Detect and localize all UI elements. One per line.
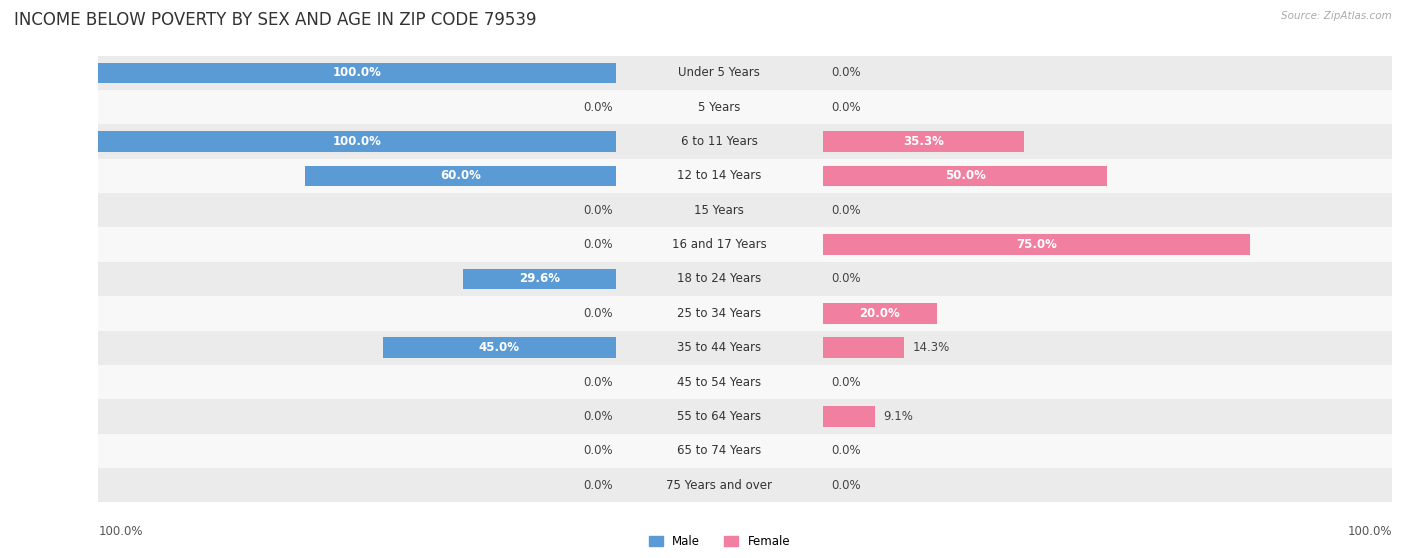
Text: 75 Years and over: 75 Years and over [666, 479, 772, 492]
Text: 0.0%: 0.0% [583, 238, 613, 251]
Bar [616, 434, 823, 468]
Bar [823, 330, 1392, 365]
Text: Under 5 Years: Under 5 Years [678, 66, 761, 79]
Text: 100.0%: 100.0% [98, 525, 143, 537]
Bar [98, 124, 616, 159]
Bar [823, 406, 875, 427]
Bar [98, 228, 616, 262]
Bar [823, 234, 1250, 255]
Text: 35.3%: 35.3% [903, 135, 943, 148]
Text: 100.0%: 100.0% [333, 66, 381, 79]
Bar [98, 131, 616, 152]
Text: 5 Years: 5 Years [699, 101, 741, 114]
Text: 60.0%: 60.0% [440, 170, 481, 182]
Text: 0.0%: 0.0% [583, 376, 613, 388]
Text: 6 to 11 Years: 6 to 11 Years [681, 135, 758, 148]
Bar [98, 365, 616, 399]
Bar [823, 303, 936, 324]
Text: 0.0%: 0.0% [583, 444, 613, 457]
Bar [823, 296, 1392, 330]
Text: 0.0%: 0.0% [831, 204, 860, 217]
Bar [823, 228, 1392, 262]
Bar [823, 338, 904, 358]
Text: 100.0%: 100.0% [333, 135, 381, 148]
Text: 25 to 34 Years: 25 to 34 Years [678, 307, 762, 320]
Text: 0.0%: 0.0% [583, 410, 613, 423]
Text: 55 to 64 Years: 55 to 64 Years [678, 410, 762, 423]
Bar [98, 262, 616, 296]
Text: 0.0%: 0.0% [583, 204, 613, 217]
Bar [823, 90, 1392, 124]
Bar [823, 193, 1392, 228]
Text: 45 to 54 Years: 45 to 54 Years [678, 376, 762, 388]
Bar [616, 124, 823, 159]
Bar [823, 468, 1392, 502]
Bar [823, 159, 1392, 193]
Bar [616, 330, 823, 365]
Bar [616, 365, 823, 399]
Bar [823, 399, 1392, 434]
Bar [616, 228, 823, 262]
Bar [616, 296, 823, 330]
Text: 20.0%: 20.0% [859, 307, 900, 320]
Bar [98, 468, 616, 502]
Bar [98, 159, 616, 193]
Text: INCOME BELOW POVERTY BY SEX AND AGE IN ZIP CODE 79539: INCOME BELOW POVERTY BY SEX AND AGE IN Z… [14, 11, 537, 29]
Text: 0.0%: 0.0% [831, 66, 860, 79]
Bar [463, 269, 616, 289]
Text: 65 to 74 Years: 65 to 74 Years [678, 444, 762, 457]
Bar [98, 296, 616, 330]
Bar [616, 262, 823, 296]
Bar [616, 56, 823, 90]
Text: 16 and 17 Years: 16 and 17 Years [672, 238, 766, 251]
Bar [616, 159, 823, 193]
Bar [616, 90, 823, 124]
Text: 9.1%: 9.1% [883, 410, 912, 423]
Text: 0.0%: 0.0% [831, 444, 860, 457]
Text: 0.0%: 0.0% [831, 376, 860, 388]
Text: 18 to 24 Years: 18 to 24 Years [678, 272, 762, 286]
Bar [305, 166, 616, 186]
Text: 0.0%: 0.0% [583, 307, 613, 320]
Bar [98, 399, 616, 434]
Text: 0.0%: 0.0% [583, 479, 613, 492]
Text: 0.0%: 0.0% [831, 101, 860, 114]
Text: 14.3%: 14.3% [912, 341, 950, 354]
Text: 0.0%: 0.0% [583, 101, 613, 114]
Bar [98, 56, 616, 90]
Text: 29.6%: 29.6% [519, 272, 560, 286]
Bar [98, 434, 616, 468]
Bar [823, 434, 1392, 468]
Bar [823, 166, 1108, 186]
Bar [98, 330, 616, 365]
Text: 0.0%: 0.0% [831, 479, 860, 492]
Text: 0.0%: 0.0% [831, 272, 860, 286]
Bar [823, 56, 1392, 90]
Bar [616, 468, 823, 502]
Bar [382, 338, 616, 358]
Text: 75.0%: 75.0% [1015, 238, 1057, 251]
Text: 50.0%: 50.0% [945, 170, 986, 182]
Text: 12 to 14 Years: 12 to 14 Years [678, 170, 762, 182]
Text: 35 to 44 Years: 35 to 44 Years [678, 341, 762, 354]
Bar [98, 90, 616, 124]
Text: Source: ZipAtlas.com: Source: ZipAtlas.com [1281, 11, 1392, 21]
Bar [823, 131, 1024, 152]
Bar [823, 124, 1392, 159]
Bar [616, 193, 823, 228]
Bar [98, 193, 616, 228]
Bar [823, 365, 1392, 399]
Bar [823, 262, 1392, 296]
Legend: Male, Female: Male, Female [648, 535, 790, 548]
Text: 45.0%: 45.0% [479, 341, 520, 354]
Text: 15 Years: 15 Years [695, 204, 744, 217]
Bar [98, 62, 616, 83]
Bar [616, 399, 823, 434]
Text: 100.0%: 100.0% [1347, 525, 1392, 537]
